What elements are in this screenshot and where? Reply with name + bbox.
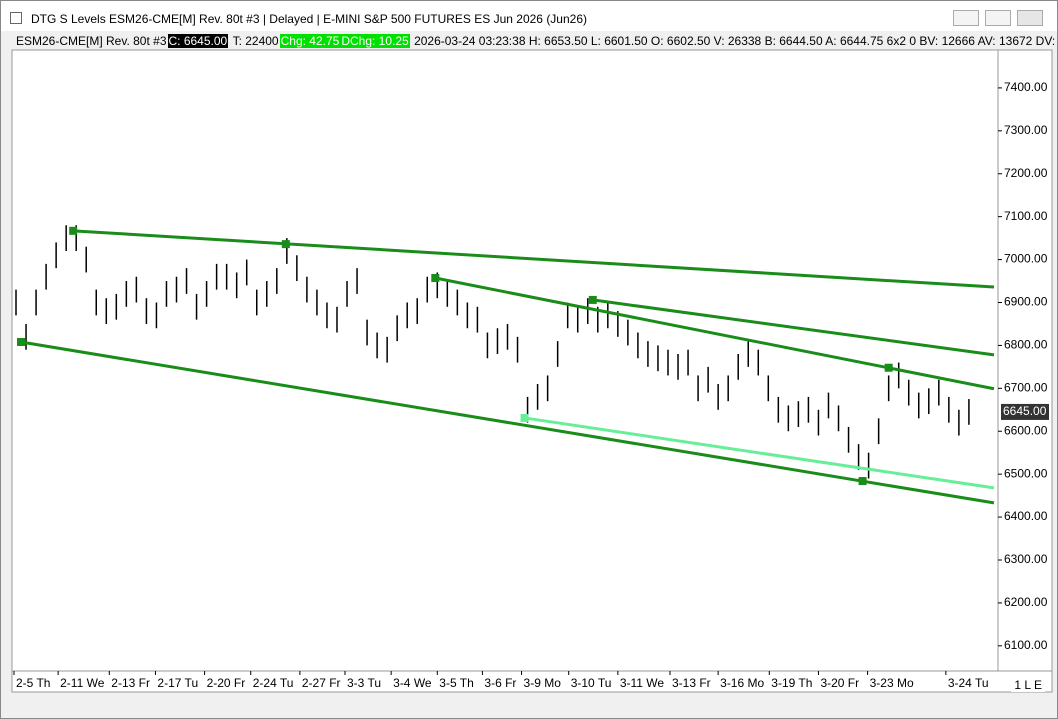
x-tick-label: 3-24 Tu bbox=[948, 676, 989, 690]
trend-anchor bbox=[588, 295, 597, 304]
chart-area bbox=[11, 49, 1053, 693]
y-tick-label: 7300.00 bbox=[1004, 123, 1048, 137]
y-tick-label: 7000.00 bbox=[1004, 252, 1048, 266]
x-tick-label: 2-17 Tu bbox=[157, 676, 198, 690]
x-tick-label: 3-3 Tu bbox=[347, 676, 381, 690]
ticks: T: 22400 bbox=[232, 34, 279, 48]
trend-line bbox=[434, 276, 995, 391]
close-button[interactable] bbox=[1017, 10, 1043, 26]
trend-line bbox=[73, 229, 995, 289]
y-tick-label: 6200.00 bbox=[1004, 595, 1048, 609]
x-tick-label: 2-20 Fr bbox=[207, 676, 246, 690]
trend-anchor bbox=[281, 240, 290, 249]
y-tick-label: 6700.00 bbox=[1004, 380, 1048, 394]
x-tick-label: 3-19 Th bbox=[771, 676, 812, 690]
y-tick-label: 6300.00 bbox=[1004, 552, 1048, 566]
y-tick-label: 7200.00 bbox=[1004, 166, 1048, 180]
close: C: 6645.00 bbox=[167, 34, 229, 48]
y-tick-label: 6400.00 bbox=[1004, 509, 1048, 523]
maximize-button[interactable] bbox=[985, 10, 1011, 26]
x-tick-label: 3-11 We bbox=[620, 676, 665, 690]
day-change: DChg: 10.25 bbox=[340, 34, 410, 48]
y-tick-label: 6100.00 bbox=[1004, 638, 1048, 652]
x-tick-label: 3-9 Mo bbox=[524, 676, 562, 690]
x-tick-label: 3-6 Fr bbox=[484, 676, 516, 690]
x-tick-label: 2-27 Fr bbox=[302, 676, 341, 690]
info-bar: ESM26-CME[M] Rev. 80t #3 C: 6645.00 T: 22… bbox=[15, 34, 1058, 49]
x-tick-label: 3-16 Mo bbox=[720, 676, 764, 690]
y-tick-label: 6900.00 bbox=[1004, 295, 1048, 309]
symbol: ESM26-CME[M] Rev. 80t #3 bbox=[16, 34, 167, 48]
trend-anchor bbox=[69, 226, 78, 235]
minimize-button[interactable] bbox=[953, 10, 979, 26]
trend-anchor bbox=[17, 337, 26, 346]
app-icon bbox=[10, 12, 22, 24]
y-tick-label: 7400.00 bbox=[1004, 80, 1048, 94]
trend-anchor bbox=[431, 274, 440, 283]
trend-line bbox=[20, 340, 995, 505]
x-tick-label: 2-13 Fr bbox=[111, 676, 150, 690]
x-tick-label: 2-24 Tu bbox=[253, 676, 294, 690]
x-tick-label: 3-20 Fr bbox=[820, 676, 859, 690]
y-tick-label: 6600.00 bbox=[1004, 423, 1048, 437]
x-tick-label: 3-10 Tu bbox=[571, 676, 612, 690]
last-price-label: 6645.00 bbox=[1003, 404, 1047, 418]
x-tick-label: 2-5 Th bbox=[16, 676, 50, 690]
x-tick-label: 3-23 Mo bbox=[870, 676, 914, 690]
y-tick-label: 6500.00 bbox=[1004, 466, 1048, 480]
x-tick-label: 2-11 We bbox=[60, 676, 105, 690]
trend-line bbox=[592, 298, 995, 357]
x-tick-label: 3-4 We bbox=[393, 676, 432, 690]
status[interactable]: 1 L E bbox=[1011, 678, 1045, 692]
trend-line bbox=[524, 416, 995, 490]
window-title: DTG S Levels ESM26-CME[M] Rev. 80t #3 | … bbox=[31, 12, 588, 26]
x-tick-label: 3-13 Fr bbox=[672, 676, 711, 690]
trend-anchor bbox=[520, 413, 529, 422]
quote-details: 2026-03-24 03:23:38 H: 6653.50 L: 6601.5… bbox=[414, 34, 1058, 48]
last-price-box bbox=[1001, 403, 1049, 420]
x-tick-label: 3-5 Th bbox=[439, 676, 473, 690]
title-bar: DTG S Levels ESM26-CME[M] Rev. 80t #3 | … bbox=[1, 1, 1057, 31]
y-tick-label: 7100.00 bbox=[1004, 209, 1048, 223]
trend-anchor bbox=[858, 477, 867, 486]
change: Chg: 42.75 bbox=[279, 34, 341, 48]
y-tick-label: 6800.00 bbox=[1004, 338, 1048, 352]
trend-anchor bbox=[884, 363, 893, 372]
